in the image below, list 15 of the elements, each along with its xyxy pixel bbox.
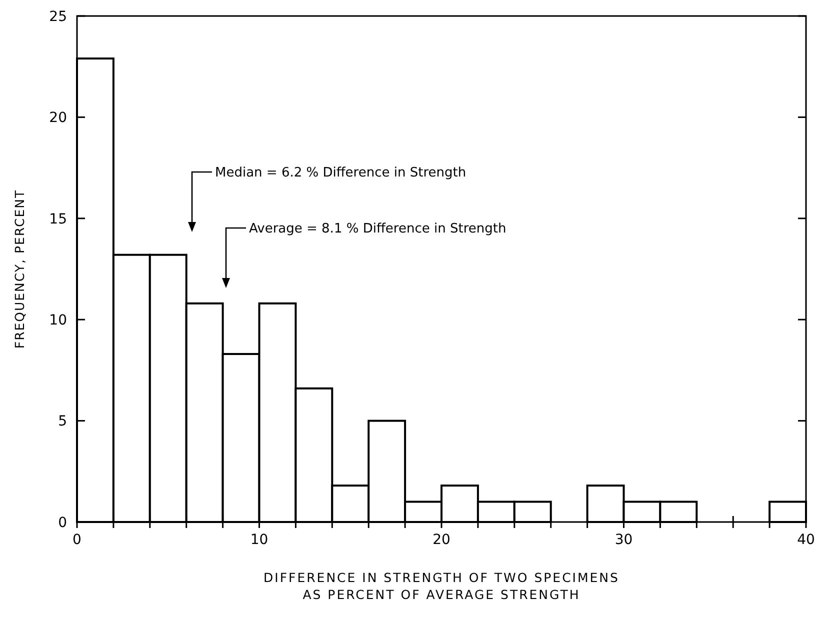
x-tick-label: 0 bbox=[72, 532, 82, 548]
y-tick-label: 25 bbox=[49, 8, 67, 25]
x-tick-label: 20 bbox=[432, 532, 450, 548]
y-axis-title: FREQUENCY, PERCENT bbox=[12, 189, 27, 349]
x-tick-label: 40 bbox=[797, 532, 815, 548]
x-axis-title: DIFFERENCE IN STRENGTH OF TWO SPECIMENS AS PERCENT OF AVERAGE STRENGTH bbox=[264, 570, 620, 602]
x-tick-label: 30 bbox=[614, 532, 633, 548]
annotation: Median = 6.2 % Difference in Strength bbox=[215, 166, 466, 181]
y-tick-label: 5 bbox=[58, 414, 67, 430]
y-tick-label: 20 bbox=[49, 110, 67, 126]
y-tick-label: 10 bbox=[49, 312, 67, 328]
y-tick-label: 15 bbox=[49, 211, 67, 228]
x-tick-label: 10 bbox=[250, 532, 268, 548]
annotation: Average = 8.1 % Difference in Strength bbox=[249, 222, 506, 237]
y-tick-label: 0 bbox=[58, 514, 67, 531]
